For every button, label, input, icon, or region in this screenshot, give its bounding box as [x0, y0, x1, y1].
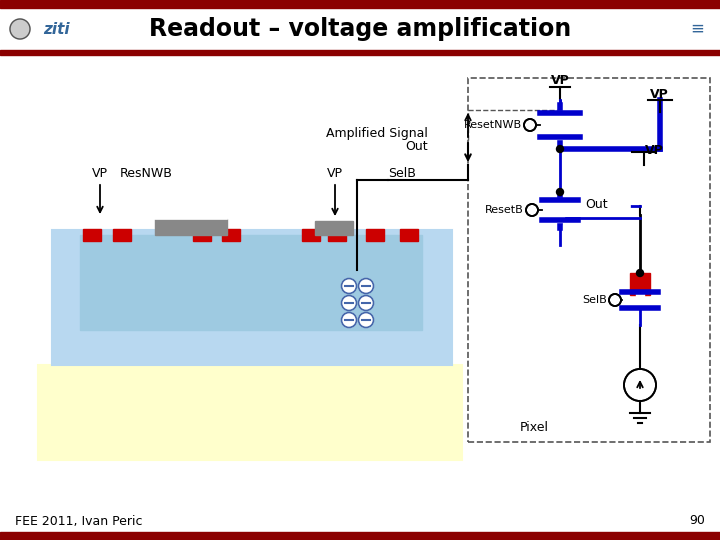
Circle shape	[359, 313, 374, 327]
Circle shape	[636, 269, 644, 276]
Bar	[556, 111, 564, 139]
Bar	[556, 198, 564, 222]
Circle shape	[359, 295, 374, 310]
Text: VP: VP	[92, 167, 108, 180]
Bar	[0, 50, 720, 55]
Bar	[565, 193, 630, 215]
Text: ResNWB: ResNWB	[120, 167, 173, 180]
Bar	[155, 219, 227, 235]
Text: Out: Out	[585, 198, 608, 211]
Bar	[400, 229, 418, 241]
Circle shape	[624, 369, 656, 401]
Circle shape	[526, 204, 538, 216]
Circle shape	[341, 279, 356, 294]
Text: FEE 2011, Ivan Peric: FEE 2011, Ivan Peric	[15, 515, 143, 528]
Text: VP: VP	[650, 89, 669, 102]
Bar	[113, 229, 131, 241]
Bar	[83, 229, 101, 241]
Bar	[686, 18, 708, 40]
Bar	[315, 221, 353, 235]
Bar	[468, 78, 710, 442]
Circle shape	[524, 119, 536, 131]
Text: ≡: ≡	[690, 20, 704, 38]
Text: VP: VP	[645, 144, 664, 157]
Text: ResetNWB: ResetNWB	[464, 120, 522, 130]
Bar	[193, 229, 211, 241]
Bar	[366, 229, 384, 241]
Bar	[0, 532, 720, 540]
Text: VP: VP	[551, 74, 570, 87]
Text: Pixel: Pixel	[520, 421, 549, 434]
Text: Readout – voltage amplification: Readout – voltage amplification	[149, 17, 571, 41]
Bar	[328, 229, 346, 241]
Circle shape	[359, 279, 374, 294]
Bar	[630, 273, 650, 295]
Circle shape	[557, 188, 564, 195]
Bar	[38, 365, 462, 460]
Bar	[52, 230, 452, 365]
Circle shape	[557, 145, 564, 152]
Text: Amplified Signal: Amplified Signal	[326, 127, 428, 140]
Bar	[636, 292, 644, 308]
Circle shape	[10, 19, 30, 39]
Text: SelB: SelB	[582, 295, 607, 305]
Bar	[222, 229, 240, 241]
Bar	[302, 229, 320, 241]
Circle shape	[341, 313, 356, 327]
Circle shape	[609, 294, 621, 306]
Text: ResetB: ResetB	[485, 205, 524, 215]
Circle shape	[341, 295, 356, 310]
Text: 90: 90	[689, 515, 705, 528]
Bar	[0, 0, 720, 8]
Text: Out: Out	[405, 140, 428, 153]
Bar	[155, 199, 227, 219]
Text: ziti: ziti	[43, 22, 70, 37]
Bar	[0, 8, 720, 50]
Text: VP: VP	[327, 167, 343, 180]
Text: SelB: SelB	[388, 167, 416, 180]
Bar	[80, 235, 422, 330]
